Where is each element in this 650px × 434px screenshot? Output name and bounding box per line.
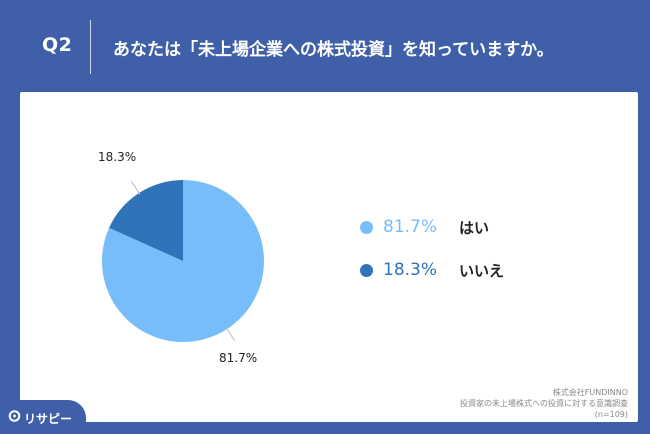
question-number: Q2 [42,34,73,56]
logo-text: リサピー [24,412,73,426]
legend-item-no: 18.3% いいえ [360,258,504,282]
header: Q2 あなたは「未上場企業への株式投資」を知っていますか。 [0,0,650,92]
pie-data-label-no: 18.3% [98,150,137,164]
source-company: 株式会社FUNDINNO [552,388,628,397]
source-note: 株式会社FUNDINNO 投資家の未上場株式への投資に対する意識調査 (n=10… [460,387,628,420]
legend-value-no: 18.3% [383,260,438,280]
legend-label-yes: はい [459,218,490,237]
pie-chart [101,180,265,342]
question-title: あなたは「未上場企業への株式投資」を知っていますか。 [113,40,554,60]
legend-value-yes: 81.7% [383,217,438,237]
risapi-logo-icon [8,410,21,422]
risapi-logo: リサピー [0,400,86,434]
legend-label-no: いいえ [459,261,505,280]
legend-dot-no [360,263,373,277]
pie-data-label-yes: 81.7% [219,351,258,365]
chart-panel: 81.7% 18.3% 81.7% はい 18.3% いいえ [20,92,638,422]
legend-item-yes: 81.7% はい [360,215,504,239]
legend: 81.7% はい 18.3% いいえ [360,215,504,301]
legend-dot-yes [360,220,373,234]
source-sample: (n=109) [594,410,628,419]
leader-line-no [130,181,141,195]
leader-line-yes [225,327,236,341]
header-divider [90,20,91,74]
source-survey: 投資家の未上場株式への投資に対する意識調査 [460,399,628,408]
pie-slice-no [109,180,183,261]
